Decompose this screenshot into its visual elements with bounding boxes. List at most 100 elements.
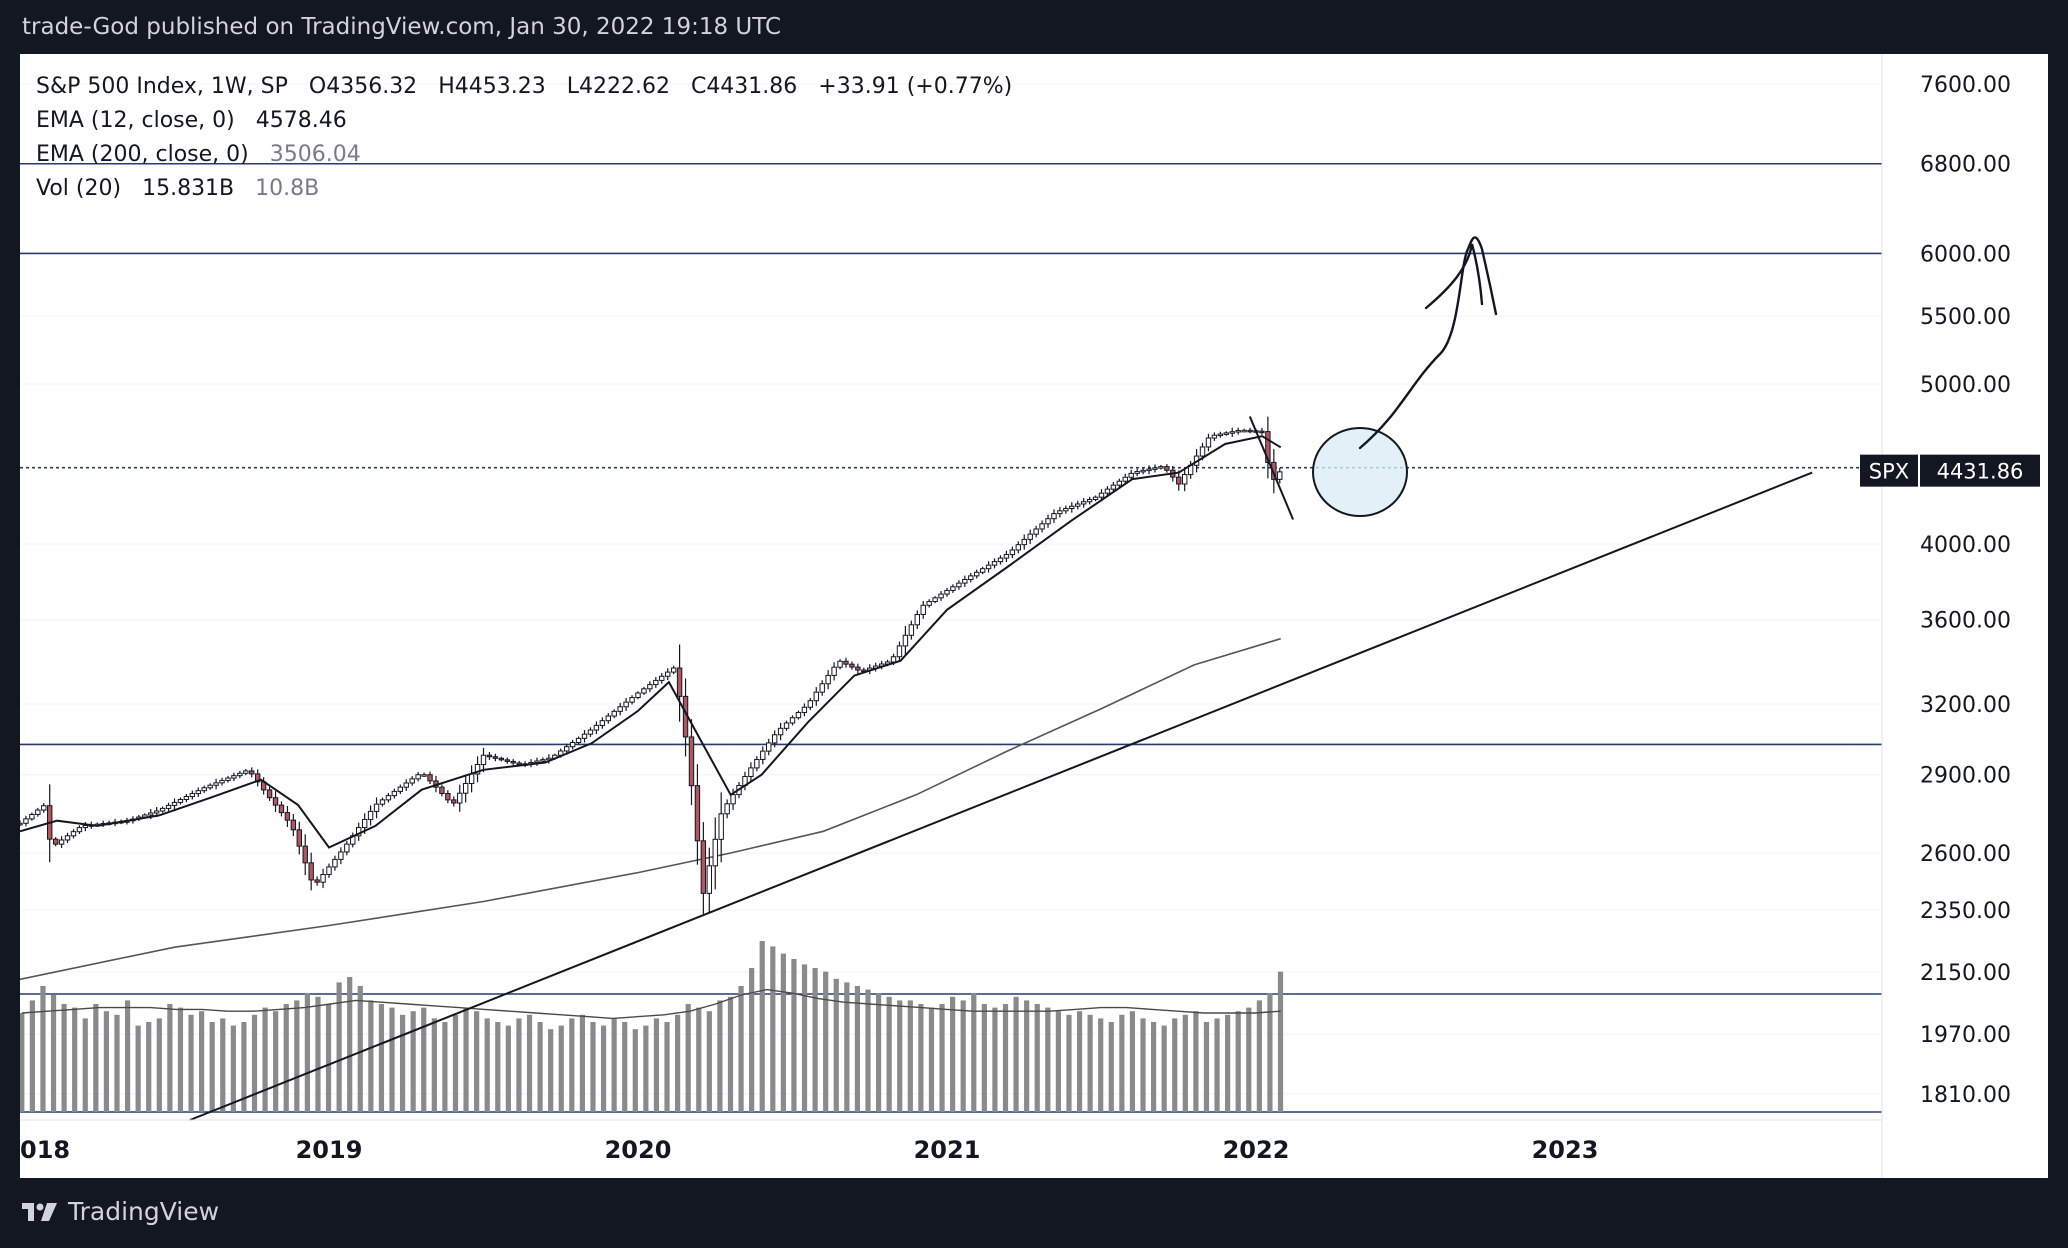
candle-body bbox=[1259, 430, 1265, 434]
time-axis-layer: 018 2019 2020 2021 2022 2023 bbox=[20, 1119, 1882, 1164]
candle-body bbox=[385, 795, 392, 801]
price-chart[interactable]: 7600.00 6800.00 6000.00 5500.00 5000.00 4000.… bbox=[20, 54, 2048, 1178]
volume-bar bbox=[907, 1000, 913, 1112]
volume-bar bbox=[717, 1000, 723, 1112]
candle-body bbox=[516, 762, 522, 766]
candle-body bbox=[272, 797, 279, 806]
candle-body bbox=[932, 597, 938, 603]
candle-body bbox=[421, 774, 427, 777]
candle-body bbox=[825, 674, 831, 685]
candle-body bbox=[1265, 431, 1271, 463]
legend-ema12-row: EMA (12, close, 0) 4578.46 bbox=[36, 104, 1012, 138]
candle-body bbox=[575, 737, 582, 744]
candle-body bbox=[1027, 533, 1033, 540]
candle-body bbox=[605, 715, 611, 722]
volume-bar bbox=[251, 1014, 258, 1112]
volume-bar bbox=[1203, 1022, 1210, 1112]
candle-body bbox=[569, 742, 576, 748]
volume-bar bbox=[685, 1004, 691, 1112]
volume-bar bbox=[992, 1007, 998, 1112]
volume-bar bbox=[749, 968, 755, 1112]
price-axis-label: 6000.00 bbox=[1920, 242, 2011, 267]
candle-body bbox=[474, 764, 481, 775]
candle-body bbox=[914, 613, 920, 626]
candle-body bbox=[409, 778, 415, 784]
volume-bar bbox=[738, 986, 744, 1112]
candle-body bbox=[1158, 466, 1164, 469]
candle-body bbox=[35, 809, 41, 815]
volume-bar bbox=[40, 986, 46, 1112]
volume-bar bbox=[167, 1004, 173, 1112]
candle-body bbox=[1217, 433, 1224, 437]
candle-body bbox=[979, 568, 986, 573]
candle-body bbox=[1116, 480, 1123, 486]
volume-bar bbox=[368, 1000, 374, 1112]
volume-bar bbox=[495, 1022, 501, 1112]
legend-high: H4453.23 bbox=[438, 74, 546, 99]
candle-body bbox=[1140, 469, 1146, 473]
candle-body bbox=[1152, 467, 1158, 470]
legend-ema12-label: EMA (12, close, 0) bbox=[36, 108, 235, 133]
candle-body bbox=[974, 571, 980, 577]
candle-body bbox=[207, 784, 213, 789]
candle-body bbox=[581, 733, 588, 739]
candle-body bbox=[189, 793, 196, 798]
candle-body bbox=[783, 722, 790, 729]
volume-bar bbox=[1214, 1018, 1220, 1112]
legend: S&P 500 Index, 1W, SP O4356.32 H4453.23 … bbox=[36, 70, 1012, 206]
candle-body bbox=[373, 803, 380, 812]
candle-body bbox=[1205, 437, 1212, 448]
price-axis-label: 1970.00 bbox=[1920, 1023, 2011, 1048]
volume-bar bbox=[569, 1018, 575, 1112]
candle-body bbox=[290, 819, 297, 831]
price-axis-label: 3600.00 bbox=[1920, 609, 2011, 634]
volume-bar bbox=[188, 1014, 194, 1112]
publisher-bar: trade-God published on TradingView.com, … bbox=[0, 0, 2068, 54]
volume-bar bbox=[812, 968, 818, 1112]
price-axis-label: 2150.00 bbox=[1920, 961, 2011, 986]
candle-body bbox=[237, 772, 243, 777]
candle-body bbox=[670, 667, 677, 673]
volume-bar bbox=[780, 953, 786, 1112]
candle-body bbox=[997, 557, 1004, 563]
candle-body bbox=[760, 750, 766, 760]
candle-body bbox=[320, 874, 326, 883]
candle-body bbox=[367, 810, 374, 820]
candle-body bbox=[1211, 434, 1218, 439]
legend-ema200-label: EMA (200, close, 0) bbox=[36, 142, 249, 167]
candle-body bbox=[807, 700, 814, 708]
volume-bar bbox=[135, 1025, 141, 1112]
volume-bar bbox=[1034, 1004, 1040, 1112]
volume-bar bbox=[357, 986, 363, 1112]
tradingview-brand[interactable]: TradingView bbox=[20, 1197, 219, 1226]
legend-volume-row: Vol (20) 15.831B 10.8B bbox=[36, 172, 1012, 206]
candle-body bbox=[177, 798, 184, 803]
volume-bar bbox=[1193, 1011, 1199, 1112]
candle-body bbox=[563, 746, 570, 752]
candle-body bbox=[1176, 476, 1182, 485]
volume-bar bbox=[1161, 1025, 1167, 1112]
candle-body bbox=[379, 799, 386, 805]
legend-low: L4222.62 bbox=[566, 74, 670, 99]
candle-body bbox=[1080, 501, 1087, 505]
volume-bar bbox=[928, 1007, 935, 1112]
candle-body bbox=[641, 688, 647, 694]
volume-bar bbox=[1055, 1011, 1061, 1112]
volume-bar bbox=[918, 1004, 924, 1112]
volume-bar bbox=[675, 1014, 681, 1112]
candle-body bbox=[171, 801, 178, 806]
candle-body bbox=[41, 805, 47, 811]
volume-bar bbox=[1182, 1014, 1188, 1112]
ema200-line bbox=[20, 637, 1281, 981]
candle-body bbox=[718, 813, 724, 840]
price-axis-label: 2600.00 bbox=[1920, 842, 2011, 867]
candle-body bbox=[688, 736, 695, 787]
volume-bar bbox=[1066, 1014, 1072, 1112]
volume-bar bbox=[1013, 996, 1019, 1112]
volume-bar bbox=[273, 1011, 279, 1112]
candle-body bbox=[1015, 544, 1022, 551]
time-axis-label: 2022 bbox=[1223, 1136, 1290, 1164]
tradingview-logo-icon bbox=[22, 1202, 57, 1221]
candle-body bbox=[962, 578, 968, 584]
price-axis-label: 5000.00 bbox=[1920, 373, 2011, 398]
